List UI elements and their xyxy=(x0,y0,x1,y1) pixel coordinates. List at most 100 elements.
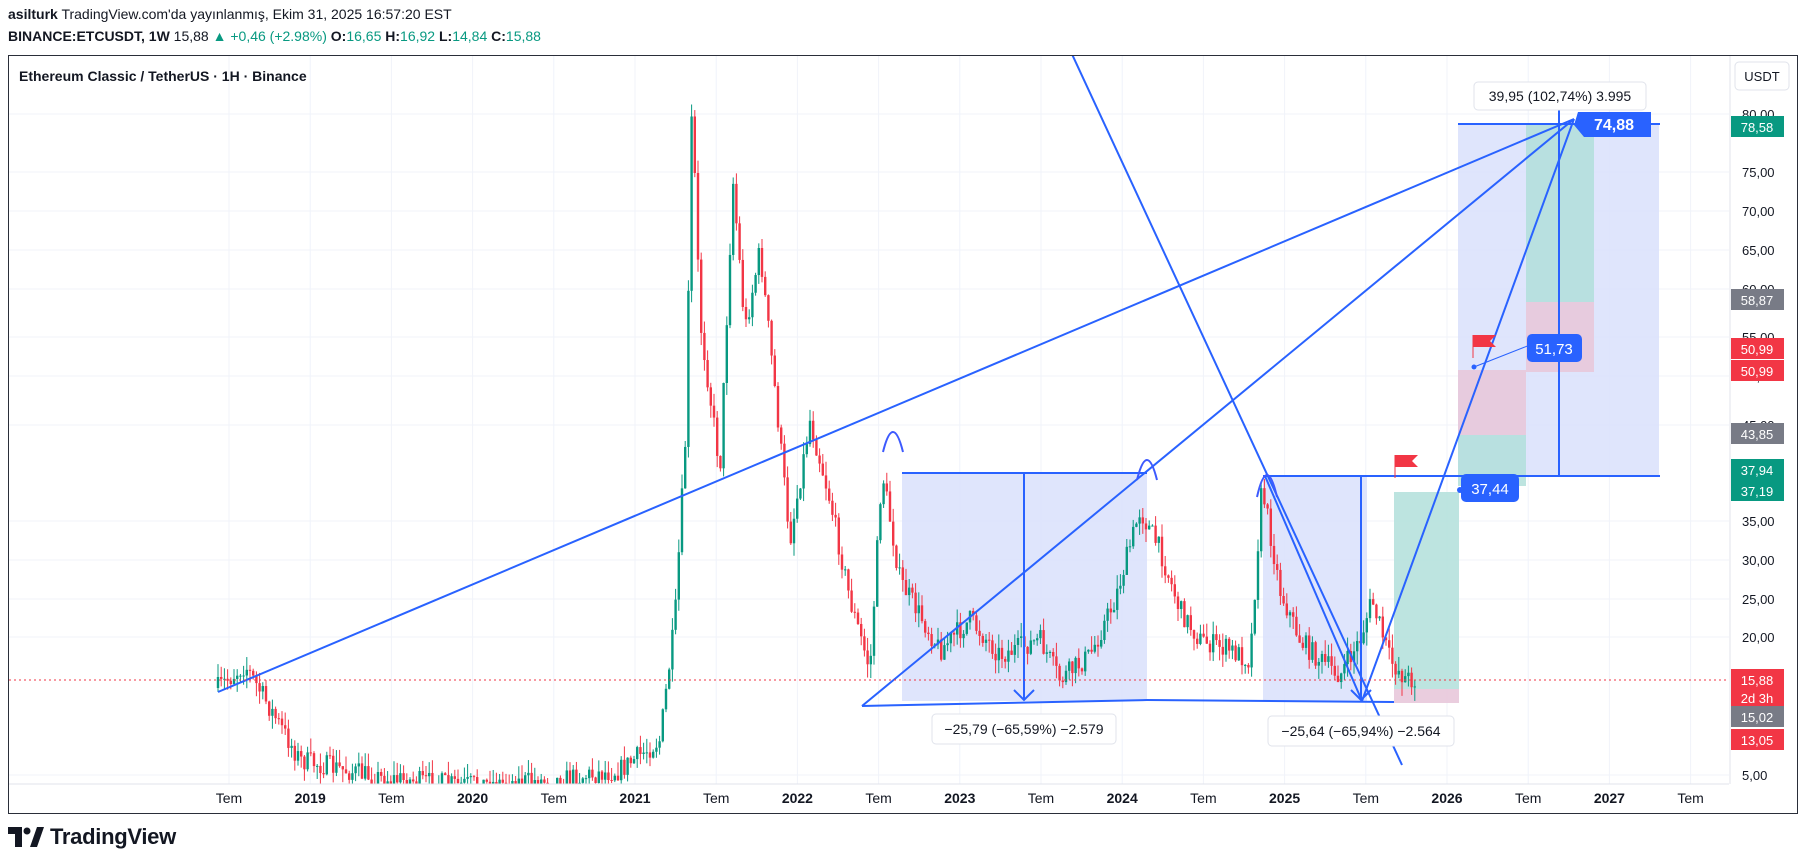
candle-body xyxy=(828,488,831,501)
chart-legend-title[interactable]: Ethereum Classic / TetherUS · 1H · Binan… xyxy=(19,68,307,84)
candle-body xyxy=(274,708,277,719)
label-74-88[interactable]: 74,88 xyxy=(1574,112,1651,137)
candle-body xyxy=(1272,545,1276,565)
label-51-73[interactable]: 51,73 xyxy=(1527,334,1582,362)
candle-body xyxy=(440,773,444,784)
candle-body xyxy=(536,780,540,784)
candle-body xyxy=(546,782,549,784)
candle-body xyxy=(418,771,421,784)
svg-text:37,19: 37,19 xyxy=(1741,484,1774,499)
candle-body xyxy=(559,777,562,784)
candle-body xyxy=(300,751,303,757)
chart-frame xyxy=(8,55,1798,814)
flag-marker-1[interactable] xyxy=(1394,455,1418,478)
flag-marker-2[interactable] xyxy=(1472,335,1496,358)
candle-body xyxy=(1058,665,1061,681)
candle-body xyxy=(997,647,1000,661)
candle-body xyxy=(674,599,677,630)
candle-body xyxy=(981,635,984,643)
candle-body xyxy=(732,183,735,255)
candle-body xyxy=(1333,665,1336,676)
candle-body xyxy=(885,483,888,492)
trend-line-projection[interactable] xyxy=(1361,118,1575,702)
candle-body xyxy=(1397,670,1400,675)
candlestick-series[interactable] xyxy=(216,104,1416,806)
candle-body xyxy=(908,587,911,596)
candle-body xyxy=(722,382,725,469)
candle-body xyxy=(805,444,808,455)
candle-body xyxy=(952,632,956,635)
candle-body xyxy=(325,755,328,775)
candle-body xyxy=(271,708,274,716)
candle-body xyxy=(588,769,591,779)
candle-body xyxy=(1381,616,1384,638)
candle-body xyxy=(293,745,296,761)
time-tick-label: Tem xyxy=(1515,790,1541,806)
candle-body xyxy=(924,621,927,633)
candle-body xyxy=(1106,608,1109,621)
candle-body xyxy=(680,488,684,553)
candle-body xyxy=(1109,608,1112,613)
measure-label-left[interactable]: −25,79 (−65,59%) −2.579 xyxy=(931,713,1117,745)
candle-body xyxy=(469,776,472,778)
svg-text:58,87: 58,87 xyxy=(1741,293,1774,308)
candle-body xyxy=(792,518,796,544)
currency-button[interactable]: USDT xyxy=(1734,61,1790,91)
candle-body xyxy=(1186,615,1189,628)
symbol-label[interactable]: BINANCE:ETCUSDT, 1W xyxy=(8,28,170,44)
candle-body xyxy=(306,752,309,770)
candle-body xyxy=(319,765,322,774)
candle-body xyxy=(962,633,965,639)
trend-line-long[interactable] xyxy=(217,118,1575,693)
label-51-73-text: 51,73 xyxy=(1535,341,1573,358)
candle-body xyxy=(626,757,629,775)
candle-body xyxy=(408,779,412,784)
author-name[interactable]: asilturk xyxy=(8,6,58,22)
price-badge: 78,58 xyxy=(1731,116,1784,137)
time-tick-label: 2023 xyxy=(944,790,975,806)
support-line[interactable] xyxy=(861,699,1148,707)
candle-body xyxy=(1224,638,1228,655)
time-tick-label: 2027 xyxy=(1594,790,1625,806)
candle-body xyxy=(1212,634,1215,653)
price-tick-label: 20,00 xyxy=(1742,630,1775,645)
tradingview-logo[interactable]: TradingView xyxy=(8,824,176,850)
candle-body xyxy=(1295,616,1298,636)
candle-body xyxy=(1260,488,1263,552)
candle-body xyxy=(456,778,460,784)
trend-lines xyxy=(217,52,1660,766)
candle-body xyxy=(815,439,818,456)
candle-body xyxy=(629,757,632,764)
price-badge: 50,99 xyxy=(1731,338,1784,359)
time-tick-label: 2019 xyxy=(295,790,326,806)
label-74-88-text: 74,88 xyxy=(1594,117,1634,134)
candle-body xyxy=(1221,646,1224,655)
trend-line-drop[interactable] xyxy=(1264,475,1363,702)
measure-label-right[interactable]: −25,64 (−65,94%) −2.564 xyxy=(1267,715,1455,747)
candle-body xyxy=(1394,663,1397,675)
trend-line-channel[interactable] xyxy=(861,118,1575,707)
position-stop-upper[interactable] xyxy=(1458,370,1526,435)
candle-body xyxy=(1135,523,1138,527)
time-axis-ticks[interactable]: Tem 2019 Tem 2020 Tem 2021 Tem 2022 Tem 2023 Tem 20… xyxy=(216,790,1704,806)
candle-body xyxy=(360,763,364,779)
candle-body xyxy=(575,769,578,784)
time-tick-label: Tem xyxy=(703,790,729,806)
measure-label-top[interactable]: 39,95 (102,74%) 3.995 xyxy=(1473,81,1647,111)
candle-body xyxy=(677,552,680,600)
candle-body xyxy=(495,781,498,784)
candle-body xyxy=(818,455,821,464)
support-line-2[interactable] xyxy=(1146,699,1395,703)
high-value: 16,92 xyxy=(400,28,436,44)
long-position-stop[interactable] xyxy=(1394,689,1459,703)
candle-body xyxy=(748,317,751,320)
trend-line-down[interactable] xyxy=(1071,52,1403,766)
candle-body xyxy=(264,686,268,702)
candle-body xyxy=(984,639,988,643)
candle-body xyxy=(514,781,517,784)
candle-body xyxy=(1055,656,1058,666)
candle-body xyxy=(706,360,709,388)
candle-body xyxy=(421,771,424,776)
label-37-44[interactable]: 37,44 xyxy=(1461,474,1519,502)
